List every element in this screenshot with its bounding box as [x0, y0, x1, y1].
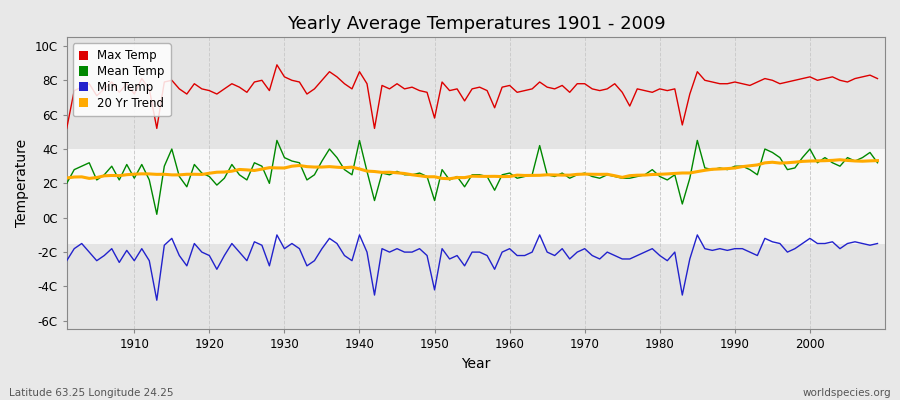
Y-axis label: Temperature: Temperature — [15, 139, 29, 228]
X-axis label: Year: Year — [461, 357, 491, 371]
Title: Yearly Average Temperatures 1901 - 2009: Yearly Average Temperatures 1901 - 2009 — [286, 15, 665, 33]
Text: Latitude 63.25 Longitude 24.25: Latitude 63.25 Longitude 24.25 — [9, 388, 174, 398]
Text: worldspecies.org: worldspecies.org — [803, 388, 891, 398]
Bar — [67, 37, 885, 149]
Bar — [67, 244, 885, 330]
Bar — [67, 149, 885, 244]
Legend: Max Temp, Mean Temp, Min Temp, 20 Yr Trend: Max Temp, Mean Temp, Min Temp, 20 Yr Tre… — [73, 43, 171, 116]
